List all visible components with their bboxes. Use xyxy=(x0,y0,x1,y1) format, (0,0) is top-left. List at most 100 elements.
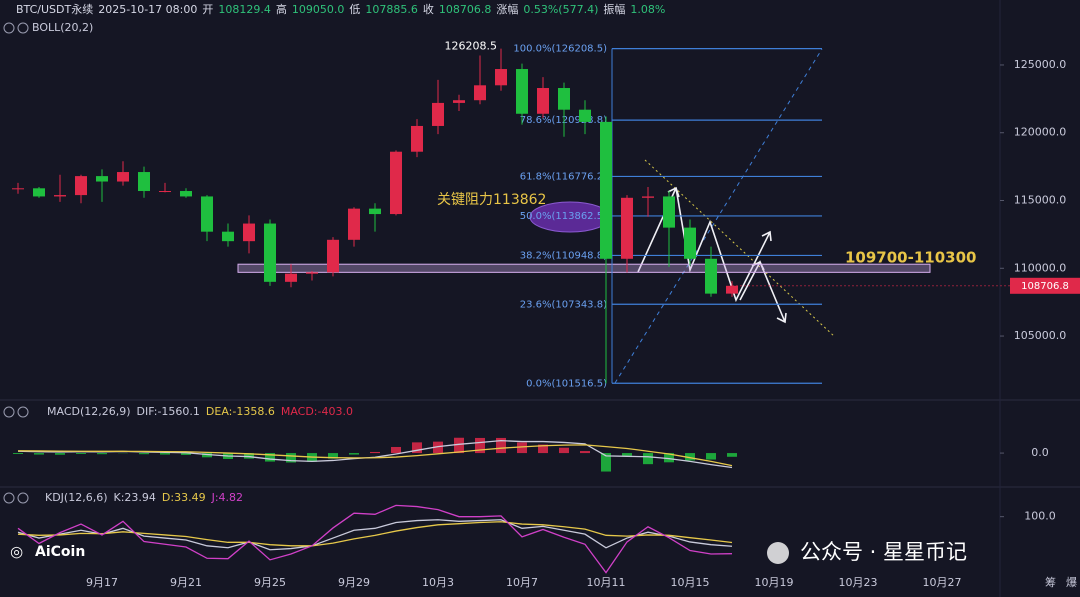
candle-body xyxy=(306,272,318,274)
price-tag xyxy=(1010,277,1080,294)
candle-body xyxy=(327,239,339,273)
x-tick-label: 10月11 xyxy=(587,576,626,589)
candle-body xyxy=(285,273,297,282)
candle-body xyxy=(516,69,528,114)
histogram-bar xyxy=(139,453,149,455)
candle-body xyxy=(96,176,108,182)
histogram-bar xyxy=(601,453,611,472)
candle-body xyxy=(180,191,192,197)
header: BTC/USDT永续 2025-10-17 08:00 开 108129.4 高 1090… xyxy=(16,2,665,16)
histogram-bar xyxy=(160,453,170,455)
header-item: 收 xyxy=(423,2,434,16)
histogram-bar xyxy=(664,453,674,463)
candle-body xyxy=(621,197,633,259)
candle-body xyxy=(411,125,423,152)
indicator-legend: MACD(12,26,9) DIF:-1560.1 DEA:-1358.6 MACD:… xyxy=(47,405,353,418)
y-tick-label: 120000.0 xyxy=(1014,126,1067,139)
candle-body xyxy=(495,69,507,86)
y-tick-label: 110000.0 xyxy=(1014,261,1067,274)
x-tick-label: 9月29 xyxy=(338,576,370,589)
account: 公众号 · 星星币记 xyxy=(800,540,967,564)
header-item: 1.08% xyxy=(630,3,665,16)
y-tick-label: 100.0 xyxy=(1024,510,1056,523)
histogram-bar xyxy=(97,453,107,455)
zone-label: 109700-110300 xyxy=(845,249,976,267)
candle-body xyxy=(705,258,717,294)
candle-body xyxy=(684,227,696,259)
x-tick-label: 9月25 xyxy=(254,576,286,589)
histogram-bar xyxy=(202,453,212,458)
candle-body xyxy=(453,100,465,103)
header-item: 涨幅 xyxy=(496,3,518,16)
histogram-bar xyxy=(244,453,254,459)
x-tick-label: 10月7 xyxy=(506,576,538,589)
histogram-bar xyxy=(622,453,632,456)
histogram-bar xyxy=(181,453,191,455)
histogram-bar xyxy=(13,453,23,454)
header-item: 108706.8 xyxy=(439,3,492,16)
x-tick-label: 10月27 xyxy=(923,576,962,589)
indicator-title: MACD(12,26,9) xyxy=(47,405,131,418)
wechat-icon xyxy=(767,542,789,564)
legend-entry: D:33.49 xyxy=(162,491,206,504)
candle-body xyxy=(726,285,738,294)
header-item: 107885.6 xyxy=(365,3,418,16)
fib-label: 61.8%(116776.2) xyxy=(520,171,607,182)
histogram-bar xyxy=(706,453,716,460)
y-tick-label: 0.0 xyxy=(1031,446,1049,459)
fib-diagonal xyxy=(614,48,823,384)
candle-body xyxy=(12,188,24,190)
fib-label: 78.6%(120928.8) xyxy=(520,115,607,126)
icon xyxy=(3,492,15,504)
candle-body xyxy=(75,176,87,196)
x-tick-label: 10月19 xyxy=(755,576,794,589)
candle-body xyxy=(201,196,213,232)
histogram-bar xyxy=(370,451,380,454)
icon-label: 爆 xyxy=(1066,575,1077,589)
icon-label: 筹 xyxy=(1045,575,1056,589)
legend-entry: J:4.82 xyxy=(211,491,243,504)
candle-body xyxy=(579,109,591,122)
candle-body xyxy=(432,102,444,126)
histogram-bar xyxy=(286,453,296,463)
annotation: 关键阻力113862 xyxy=(437,192,546,208)
key-zone xyxy=(237,263,931,273)
peak-label: 126208.5 xyxy=(445,40,498,53)
histogram-bar xyxy=(454,437,464,454)
y-tick-label: 105000.0 xyxy=(1014,329,1067,342)
candle-body xyxy=(138,172,150,192)
candle-body xyxy=(537,88,549,114)
indicator-title: KDJ(12,6,6) xyxy=(45,491,108,504)
histogram-bar xyxy=(559,447,569,454)
candle-body xyxy=(642,196,654,198)
indicator-legend: KDJ(12,6,6) K:23.94 D:33.49 J:4.82 xyxy=(45,491,243,504)
candle-body xyxy=(390,151,402,215)
header-item: BTC/USDT永续 xyxy=(16,2,93,16)
histogram-bar xyxy=(34,453,44,455)
fib-label: 0.0%(101516.5) xyxy=(526,378,607,389)
histogram-bar xyxy=(55,453,65,455)
histogram-bar xyxy=(76,453,86,454)
x-tick-label: 9月21 xyxy=(170,576,202,589)
candle-body xyxy=(600,121,612,259)
histogram-bar xyxy=(727,453,737,457)
fib-label: 23.6%(107343.8) xyxy=(520,299,607,310)
icon xyxy=(17,492,29,504)
series-line xyxy=(17,504,733,574)
histogram-bar xyxy=(328,453,338,459)
candle-body xyxy=(264,223,276,282)
legend-entry: K:23.94 xyxy=(114,491,156,504)
icon xyxy=(3,22,15,34)
header-item: 109050.0 xyxy=(292,3,345,16)
histogram-bar xyxy=(517,442,527,454)
brand-icon: ◎ xyxy=(10,543,23,561)
candle-body xyxy=(474,85,486,101)
candle-body xyxy=(663,196,675,228)
candle-body xyxy=(348,208,360,240)
arrow xyxy=(776,312,787,324)
indicator-label: BOLL(20,2) xyxy=(32,21,93,34)
header-item: 开 xyxy=(202,3,213,16)
icon xyxy=(17,22,29,34)
arrow xyxy=(761,230,772,242)
